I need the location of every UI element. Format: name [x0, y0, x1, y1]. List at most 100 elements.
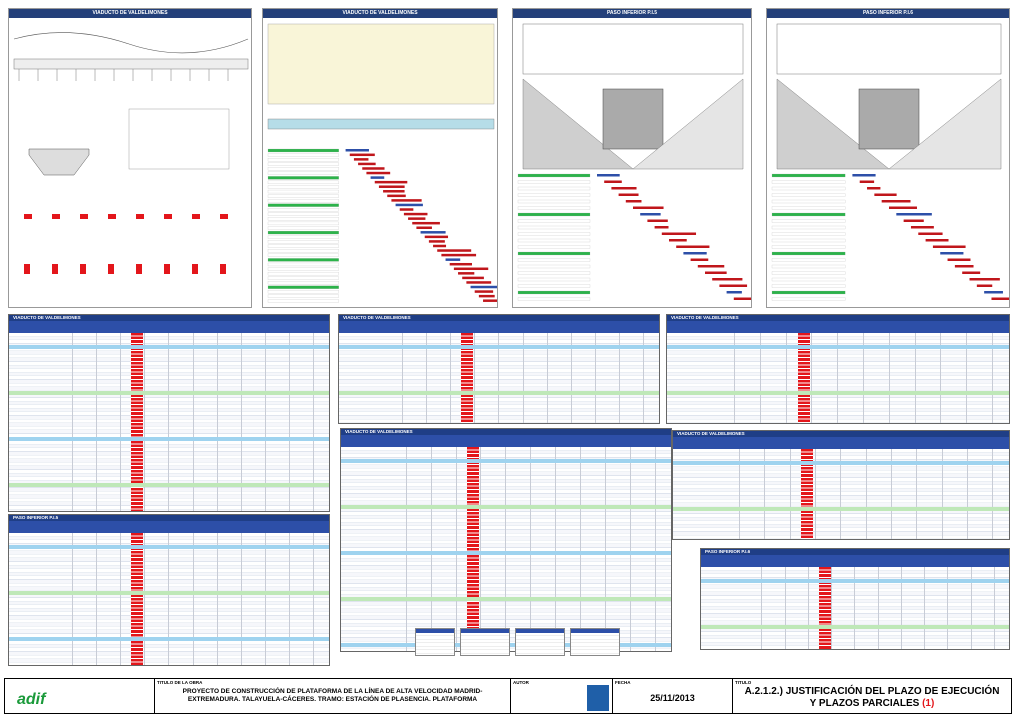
- drawing-line: [517, 180, 591, 184]
- table-title: PASO INFERIOR P.I.5: [9, 515, 329, 521]
- table-title: VIADUCTO DE VALDELIMONES: [9, 315, 329, 321]
- drawing-panel: VIADUCTO DE VALDELIMONES: [8, 8, 252, 308]
- column-rule: [971, 567, 972, 649]
- drawing-line: [517, 258, 591, 262]
- drawing-line: [947, 258, 971, 261]
- column-rule: [790, 449, 791, 539]
- drawing-line: [267, 271, 339, 276]
- drawing-line: [726, 291, 742, 294]
- column-rule: [406, 447, 407, 651]
- column-rule: [523, 333, 524, 423]
- table-title: VIADUCTO DE VALDELIMONES: [667, 315, 1009, 321]
- column-rule: [866, 449, 867, 539]
- drawing-line: [771, 245, 846, 249]
- drawing-line: [859, 180, 875, 183]
- drawing-line: [483, 299, 497, 302]
- logo-cell: adif: [5, 679, 155, 713]
- column-rule: [498, 333, 499, 423]
- column-rule: [878, 567, 879, 649]
- drawing-line: [267, 258, 339, 262]
- column-rule: [940, 333, 941, 423]
- column-rule: [547, 333, 548, 423]
- drawing-line: [474, 290, 494, 293]
- date-cell: FECHA 25/11/2013: [613, 679, 733, 713]
- drawing-line: [517, 173, 591, 178]
- drawing-line: [896, 213, 932, 216]
- drawing-line: [267, 276, 339, 280]
- drawing-line: [267, 118, 495, 130]
- drawing-line: [267, 230, 339, 235]
- column-rule: [120, 533, 121, 665]
- drawing-line: [267, 162, 339, 166]
- table-title: PASO INFERIOR P.I.6: [701, 549, 1009, 555]
- column-rule: [891, 449, 892, 539]
- drawing-line: [267, 217, 339, 221]
- drawing-line: [984, 291, 1003, 294]
- summary-box: [515, 628, 565, 656]
- group-row: [341, 551, 671, 555]
- column-rule: [605, 447, 606, 651]
- drawing-line: [220, 264, 226, 274]
- drawing-line: [267, 176, 339, 180]
- drawing-line: [881, 200, 911, 203]
- group-row: [9, 483, 329, 487]
- drawing-line: [517, 199, 591, 204]
- column-rule: [942, 449, 943, 539]
- drawing-line: [399, 208, 414, 211]
- drawing-line: [449, 262, 473, 266]
- drawing-line: [910, 226, 934, 229]
- drawing-line: [267, 203, 339, 207]
- drawing-line: [267, 189, 339, 194]
- column-rule: [992, 449, 993, 539]
- drawing-line: [345, 149, 369, 152]
- column-rule: [265, 333, 266, 511]
- column-rule: [643, 333, 644, 423]
- column-rule: [120, 333, 121, 511]
- duration-column: [461, 333, 473, 423]
- drawing-line: [408, 217, 426, 220]
- column-rule: [863, 333, 864, 423]
- drawing-line: [517, 290, 591, 295]
- duration-column: [131, 333, 143, 511]
- summary-header: [571, 629, 619, 633]
- column-rule: [144, 333, 145, 511]
- drawing-line: [370, 176, 385, 179]
- label: TITULO: [735, 680, 752, 685]
- drawing-line: [517, 271, 591, 275]
- drawing-line: [462, 276, 484, 280]
- column-rule: [241, 333, 242, 511]
- schedule-table: VIADUCTO DE VALDELIMONES: [338, 314, 660, 424]
- group-row: [673, 461, 1009, 465]
- work-cell: TITULO DE LA OBRA PROYECTO DE CONSTRUCCI…: [155, 679, 511, 713]
- drawing-line: [771, 173, 846, 178]
- column-rule: [760, 333, 761, 423]
- drawing-line: [136, 214, 144, 219]
- drawing-line: [733, 297, 751, 300]
- drawing: [13, 32, 249, 274]
- drawing-line: [771, 199, 846, 204]
- column-rule: [967, 449, 968, 539]
- drawing-line: [771, 284, 846, 288]
- summary-header: [516, 629, 564, 633]
- duration-column: [467, 447, 479, 651]
- column-rule: [580, 447, 581, 651]
- drawing-line: [267, 226, 339, 230]
- table-title: VIADUCTO DE VALDELIMONES: [673, 431, 1009, 437]
- drawing-line: [771, 219, 846, 223]
- drawing-line: [267, 290, 339, 294]
- logo-box: [587, 685, 609, 711]
- column-rule: [431, 447, 432, 651]
- table-body: [9, 533, 329, 665]
- drawing-line: [925, 239, 949, 242]
- group-row: [339, 391, 659, 395]
- drawing-line: [867, 187, 881, 190]
- drawing-line: [453, 267, 489, 271]
- drawing-line: [517, 297, 591, 301]
- drawing-line: [889, 206, 917, 209]
- drawing-line: [391, 199, 422, 202]
- logo: adif: [17, 691, 46, 708]
- drawing-line: [466, 281, 492, 284]
- column-rule: [456, 447, 457, 651]
- drawing: [267, 23, 497, 303]
- drawing-line: [705, 271, 727, 274]
